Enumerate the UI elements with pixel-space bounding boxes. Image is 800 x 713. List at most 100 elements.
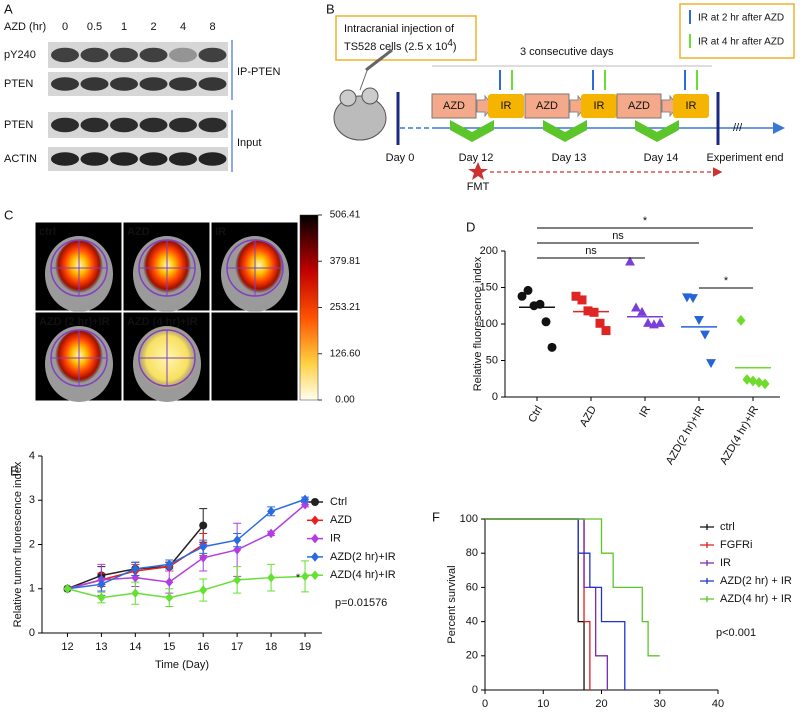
point (233, 545, 242, 555)
lane-label: 4 (180, 21, 186, 33)
legend-label: AZD(2 hr) + IR (720, 575, 792, 587)
blot-band (80, 77, 109, 91)
point (165, 577, 174, 587)
injection-sup: 4 (447, 38, 453, 49)
survival-curve (485, 518, 585, 690)
legend-text: IR at 4 hr after AZD (698, 37, 784, 48)
point (165, 559, 174, 570)
point (199, 541, 208, 552)
survival-curve (485, 518, 626, 690)
blot-band (110, 47, 138, 63)
drug-label: AZD (536, 100, 558, 112)
blot-band (139, 117, 168, 133)
x-tick-label: AZD(4 hr)+IR (718, 404, 761, 467)
point (517, 291, 527, 301)
panel-letter: F (432, 509, 440, 524)
image-label: ctrl (39, 226, 56, 238)
point (131, 564, 140, 574)
x-tick-label: 19 (299, 641, 311, 653)
series-line (67, 498, 306, 590)
legend-label: Ctrl (330, 496, 347, 508)
legend-box (679, 3, 795, 59)
chevron (450, 120, 494, 142)
x-tick-label: 10 (537, 698, 549, 710)
x-tick-label: 30 (654, 698, 666, 710)
point (706, 359, 716, 369)
point (97, 592, 106, 603)
y-tick-label: 0 (472, 684, 478, 696)
y-tick-label: 40 (466, 616, 478, 628)
blot-band (139, 47, 168, 63)
blot-band (198, 117, 227, 133)
x-tick-label: Ctrl (526, 404, 545, 425)
y-tick-label: 3 (29, 494, 35, 506)
x-tick-label: 16 (197, 641, 209, 653)
injection-text: TS528 cells (2.5 x 10 (344, 41, 447, 53)
legend-label: AZD(4 hr)+IR (330, 569, 396, 581)
legend-label: AZD (330, 514, 352, 526)
injection-text: TS528 cells (2.5 x 104) (344, 38, 457, 53)
x-tick-label: 17 (231, 641, 243, 653)
y-tick-label: 4 (29, 450, 35, 462)
row-label: PTEN (4, 119, 33, 131)
point (267, 528, 276, 539)
sig-label: * (724, 275, 729, 287)
point (748, 375, 758, 387)
day-label: Day 12 (459, 152, 494, 164)
blot-band (110, 117, 138, 133)
x-tick-label: 15 (163, 641, 175, 653)
x-axis-title: Time (Day) (155, 659, 209, 671)
y-tick-label: 0 (492, 391, 498, 403)
blot-band (80, 152, 109, 166)
legend-text: IR at 2 hr after AZD (698, 13, 784, 24)
blot-band (51, 47, 79, 63)
blot-band (169, 152, 197, 166)
colorbar-label: 126.60 (330, 348, 361, 359)
blot-band (169, 47, 197, 63)
y-tick-label: 20 (466, 650, 478, 662)
point (688, 294, 698, 304)
group-label: Input (237, 137, 261, 149)
legend-line (700, 596, 714, 602)
point (267, 506, 276, 517)
blot-band (169, 77, 197, 91)
lane-label: 2 (150, 21, 156, 33)
point (165, 592, 174, 603)
point (541, 317, 551, 327)
point (301, 494, 310, 505)
drug-box (524, 93, 570, 119)
image-label: IR (215, 226, 226, 238)
series-line (67, 575, 306, 599)
y-tick-label: 150 (480, 281, 498, 293)
y-axis-title: Relative tumor fluorescence index (12, 461, 24, 627)
y-tick-label: 100 (480, 318, 498, 330)
row-label: ACTIN (4, 153, 37, 165)
legend-marker (311, 515, 319, 526)
colorbar-label: 0.00 (335, 395, 355, 406)
point (643, 317, 653, 327)
blot-band (80, 47, 109, 63)
point (267, 572, 276, 583)
point (199, 552, 208, 563)
legend-label: IR (720, 557, 731, 569)
point (637, 306, 647, 316)
point (742, 374, 752, 385)
series-line (67, 504, 306, 590)
drug-box (616, 93, 662, 119)
annotation: p=0.01576 (335, 597, 387, 609)
blot-band (169, 117, 197, 133)
y-tick-label: 0 (29, 627, 35, 639)
annotation: p<0.001 (716, 627, 756, 639)
legend-label: FGFRi (720, 539, 752, 551)
point (754, 377, 764, 388)
mouse-ear (361, 87, 379, 105)
x-tick-label: 13 (95, 641, 107, 653)
image-cell (210, 311, 299, 402)
point (131, 588, 140, 598)
lane-label: 0.5 (87, 21, 102, 33)
ir-box (488, 94, 524, 118)
row-label: PTEN (4, 78, 33, 90)
legend-marker (311, 552, 319, 562)
legend-line (700, 578, 714, 584)
legend-line (700, 542, 714, 548)
